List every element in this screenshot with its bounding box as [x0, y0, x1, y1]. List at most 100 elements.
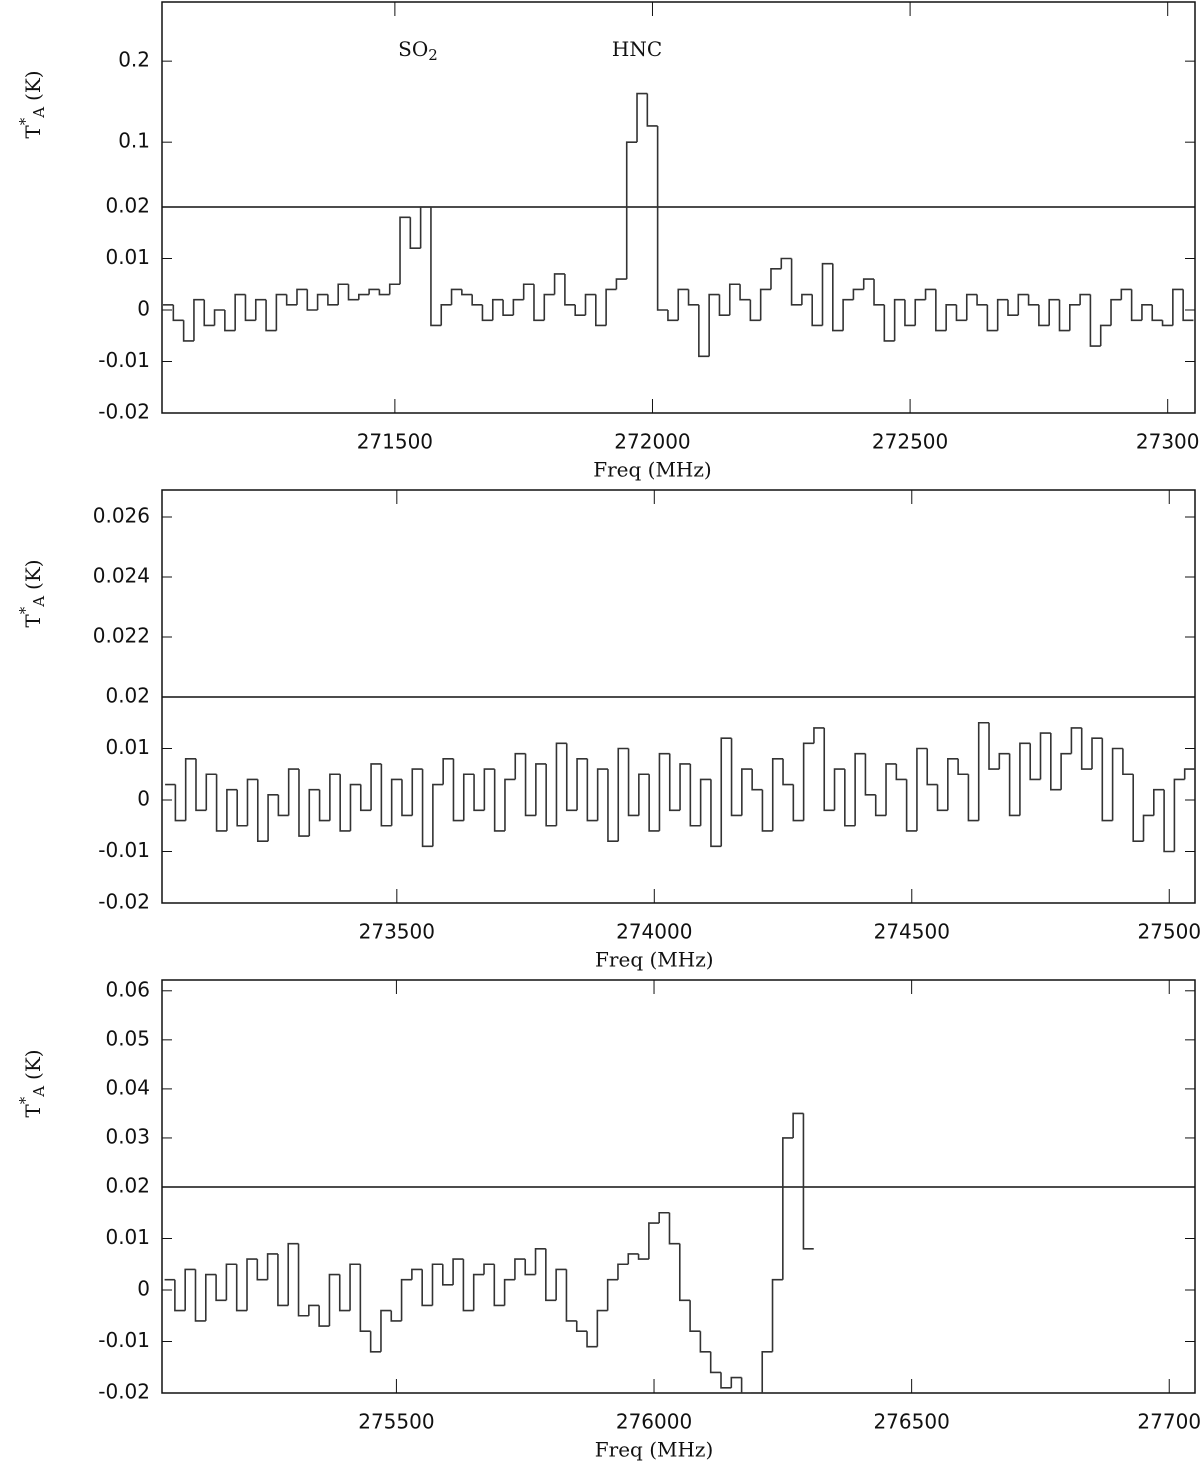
y-tick-label: 0: [137, 1277, 150, 1301]
spectrum-channel: [739, 284, 751, 301]
y-label-main: T: [21, 1104, 45, 1118]
y-label-sub: A: [30, 1086, 48, 1098]
spectrum-channel: [720, 737, 732, 847]
spectrum-channel: [813, 727, 825, 744]
y-label-main: T: [21, 614, 45, 628]
spectrum-channel: [709, 1351, 722, 1374]
spectrum-channel: [761, 1351, 773, 1393]
spectrum-channel: [1183, 768, 1195, 780]
spectrum-channel: [780, 257, 792, 269]
y-tick-label: -0.01: [98, 348, 150, 372]
spectrum-channel: [1099, 324, 1112, 347]
spectrum-channel: [720, 1372, 732, 1389]
spectrum-channel: [678, 1243, 691, 1302]
spectrum-channel: [555, 1268, 567, 1301]
spectrum-channel: [646, 93, 658, 127]
spectrum-channel: [637, 1253, 649, 1260]
spectrum-channel: [184, 1268, 196, 1311]
y-axis-label: T*A (K): [16, 70, 48, 138]
spectrum-channel: [440, 304, 452, 326]
spectrum-channel: [534, 1248, 546, 1275]
spectrum-channel: [708, 293, 720, 357]
y-tick-label: 0.024: [93, 564, 150, 588]
spectrum-channel: [935, 289, 947, 332]
spectrum-channel: [802, 1113, 814, 1250]
spectrum-channel: [802, 742, 814, 821]
spectrum-channel: [244, 294, 256, 322]
y-label-main: T: [21, 125, 45, 139]
spectrum-channel: [308, 1304, 320, 1316]
spectrum-channel: [545, 1248, 557, 1302]
spectrum-channel: [419, 206, 431, 249]
spectrum-channel: [730, 1376, 742, 1388]
spectrum-channel: [718, 294, 730, 316]
spectrum-channel: [401, 779, 413, 817]
spectrum-channel: [852, 288, 864, 300]
spectrum: [165, 721, 1195, 853]
spectrum-channel: [689, 1300, 701, 1332]
spectrum-channel: [710, 779, 722, 848]
spectrum-channel: [1050, 733, 1062, 791]
spectrum-channel: [627, 1253, 639, 1265]
y-label-unit: (K): [21, 70, 45, 101]
spectrum-channel: [277, 794, 289, 817]
spectrum-channel: [689, 763, 701, 827]
spectrum-channel: [339, 774, 351, 832]
spectrum-channel: [759, 288, 771, 321]
y-label-sub: A: [30, 596, 48, 608]
spectrum-channel: [792, 784, 804, 822]
spectrum: [163, 92, 1194, 358]
spectrum-channel: [1017, 293, 1029, 316]
annotation: SO2: [398, 37, 438, 65]
annotation-text: SO: [398, 37, 428, 61]
y-label-sup: *: [16, 606, 34, 614]
spectrum-channel: [574, 304, 586, 316]
spectrum-channel: [1172, 288, 1184, 326]
spectrum-channel: [1019, 742, 1031, 816]
y-tick-label: 0.1: [118, 129, 150, 153]
spectrum-channel: [359, 1264, 371, 1332]
spectrum-channel: [287, 768, 299, 816]
spectrum-channel: [862, 278, 875, 290]
spectrum-channel: [493, 1264, 505, 1307]
spectrum-channel: [328, 1273, 340, 1327]
spectrum-channel: [893, 298, 905, 341]
spectrum-channel: [390, 778, 402, 826]
spectrum-channel: [1070, 727, 1082, 754]
y-tick-label: 0.01: [105, 735, 150, 759]
spectrum-channel: [1048, 298, 1060, 326]
x-tick-label: 274000: [616, 920, 692, 944]
spectrum-channel: [267, 794, 279, 842]
panel: -0.02 -0.01 0 0.01 0.02 0.022 0.024 0.026 273500…: [16, 489, 1200, 972]
spectrum-channel: [636, 92, 648, 143]
spectrum-channel: [370, 763, 382, 811]
y-tick-label: 0.02: [105, 684, 150, 708]
spectrum-channel: [699, 1331, 711, 1353]
y-tick-label: 0.04: [105, 1075, 150, 1099]
spectrum-channel: [625, 141, 638, 280]
spectrum-channel: [450, 288, 462, 305]
spectrum-channel: [749, 299, 761, 322]
x-tick-label: 27500: [1137, 920, 1200, 944]
spectrum-channel: [1161, 320, 1173, 327]
x-tick-label: 27300: [1136, 430, 1200, 454]
x-tick-label: 276000: [616, 1410, 692, 1434]
spectrum-channel: [823, 727, 835, 812]
spectrum-channel: [627, 748, 639, 817]
spectrum-channel: [358, 293, 370, 300]
spectrum-channel: [874, 794, 887, 817]
spectrum-channel: [926, 748, 938, 786]
y-tick-label: 0.01: [105, 1225, 150, 1249]
spectrum-channel: [524, 753, 536, 817]
x-tick-label: 276500: [873, 1410, 949, 1434]
spectrum-channel: [533, 284, 545, 322]
spectrum-channel: [462, 1259, 474, 1312]
spectrum-channel: [885, 763, 897, 816]
spectrum-channel: [687, 289, 699, 306]
spectrum-channel: [996, 298, 1008, 331]
y-tick-label: 0.06: [105, 977, 150, 1001]
spectrum-channel: [399, 216, 411, 285]
spectrum-channel: [524, 1259, 536, 1276]
spectrum-channel: [432, 783, 444, 847]
spectrum-channel: [565, 1269, 577, 1322]
